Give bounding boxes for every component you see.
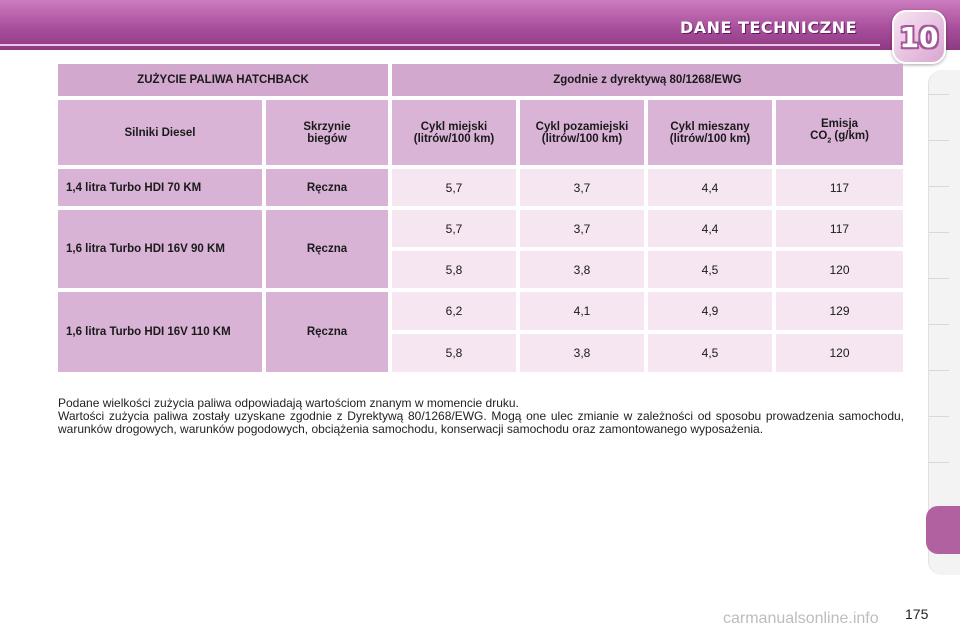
value-extra-urban: 3,8 xyxy=(520,334,644,372)
tab-divider xyxy=(929,462,949,463)
notes: Podane wielkości zużycia paliwa odpowiad… xyxy=(58,397,904,436)
tab-divider xyxy=(929,278,949,279)
tab-divider xyxy=(929,232,949,233)
tab-divider xyxy=(929,324,949,325)
gearbox-cell: Ręczna xyxy=(266,292,388,372)
section-title: DANE TECHNICZNE xyxy=(680,18,858,37)
emission-label: Emisja xyxy=(820,117,859,130)
tab-divider xyxy=(929,94,949,95)
value-urban: 5,8 xyxy=(392,334,516,372)
value-urban: 5,7 xyxy=(392,210,516,247)
tab-divider xyxy=(929,186,949,187)
engine-cell: 1,6 litra Turbo HDI 16V 90 KM xyxy=(58,210,262,288)
tab-divider xyxy=(929,140,949,141)
value-extra-urban: 3,8 xyxy=(520,251,644,288)
gearbox-cell: Ręczna xyxy=(266,169,388,206)
value-co2: 120 xyxy=(776,334,903,372)
value-combined: 4,4 xyxy=(648,169,772,206)
engine-cell: 1,4 litra Turbo HDI 70 KM xyxy=(58,169,262,206)
value-co2: 117 xyxy=(776,169,903,206)
page-number: 175 xyxy=(905,606,929,622)
col-header-engine: Silniki Diesel xyxy=(58,100,262,165)
value-urban: 6,2 xyxy=(392,292,516,330)
active-chapter-tab[interactable] xyxy=(926,506,960,554)
chapter-badge: 10 xyxy=(892,10,946,64)
tab-divider xyxy=(929,370,949,371)
value-urban: 5,7 xyxy=(392,169,516,206)
watermark: carmanualsonline.info xyxy=(723,610,879,627)
value-co2: 120 xyxy=(776,251,903,288)
engine-cell: 1,6 litra Turbo HDI 16V 110 KM xyxy=(58,292,262,372)
col-header-gearbox: Skrzynie biegów xyxy=(266,100,388,165)
emission-unit-line: CO2 (g/km) xyxy=(810,129,869,145)
value-combined: 4,9 xyxy=(648,292,772,330)
value-combined: 4,5 xyxy=(648,334,772,372)
note-directive: Wartości zużycia paliwa zostały uzyskane… xyxy=(58,409,904,436)
value-urban: 5,8 xyxy=(392,251,516,288)
table-title: ZUŻYCIE PALIWA HATCHBACK xyxy=(58,64,388,96)
col-header-urban: Cykl miejski (litrów/100 km) xyxy=(392,100,516,165)
header-band xyxy=(0,0,960,50)
chapter-number: 10 xyxy=(899,20,939,54)
value-extra-urban: 3,7 xyxy=(520,169,644,206)
emission-subscript: 2 xyxy=(827,137,832,145)
value-combined: 4,4 xyxy=(648,210,772,247)
tab-divider xyxy=(929,416,949,417)
table-directive: Zgodnie z dyrektywą 80/1268/EWG xyxy=(392,64,903,96)
value-co2: 129 xyxy=(776,292,903,330)
value-extra-urban: 3,7 xyxy=(520,210,644,247)
side-tab-strip[interactable] xyxy=(928,70,960,575)
col-header-combined: Cykl mieszany (litrów/100 km) xyxy=(648,100,772,165)
note-print-date: Podane wielkości zużycia paliwa odpowiad… xyxy=(58,396,519,410)
col-header-emission: Emisja CO2 (g/km) xyxy=(776,100,903,165)
value-combined: 4,5 xyxy=(648,251,772,288)
value-extra-urban: 4,1 xyxy=(520,292,644,330)
value-co2: 117 xyxy=(776,210,903,247)
gearbox-cell: Ręczna xyxy=(266,210,388,288)
col-header-extra-urban: Cykl pozamiejski (litrów/100 km) xyxy=(520,100,644,165)
